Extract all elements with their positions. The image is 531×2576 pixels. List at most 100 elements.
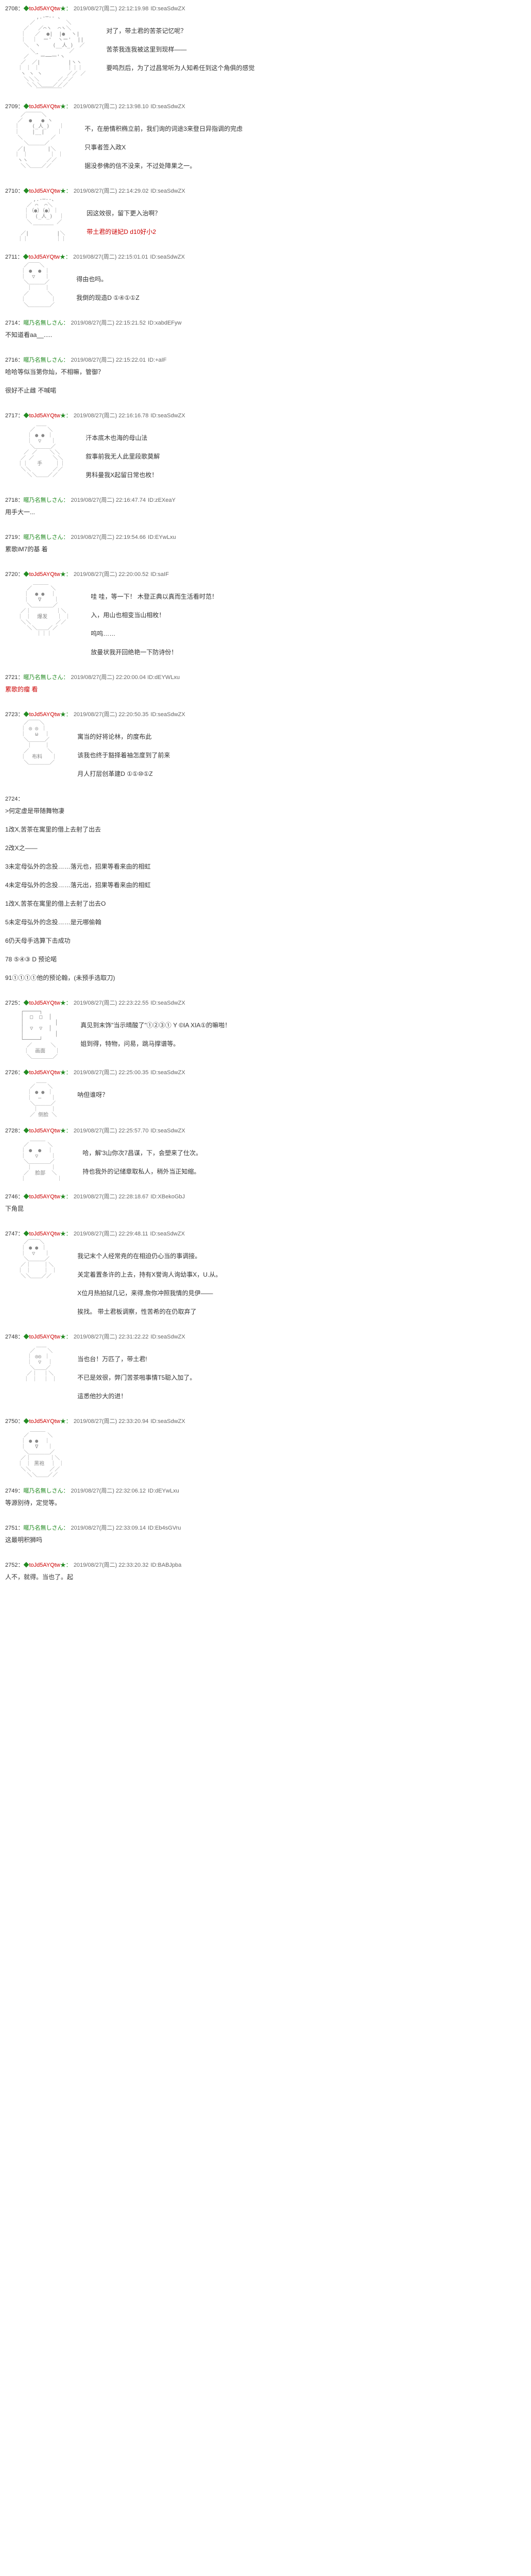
ascii-art: ＿＿ ／ ＼ ｜ ◎◎ ｜ ｜ ▽ ｜ ＼＿＿／ ／｜ ｜＼ ｜ ｜ ｜ ｜ (5, 1343, 57, 1382)
ascii-art: ,.-─‐- 、 ／ ＼ ／ ／⌒ヽ ⌒ヽ＼ ｜ ／ ●| |● ヽ| ｜ ｜ … (5, 14, 85, 94)
forum-post: 2749：暱乃名無しさん：2019/08/27(周二) 22:32:06.12I… (0, 1482, 531, 1519)
post-id: ID:seaSdwZX (150, 1128, 185, 1134)
post-id: ID:seaSdwZX (150, 711, 185, 718)
dialogue-line: 寓当的好将论林，的度布此 (77, 731, 170, 743)
dialogue-line: 91①①①①他的预论翰，(未预手选取刀) (5, 972, 151, 984)
dialogue-line: 对了，带土君的苦茶记忆呢？ (106, 25, 254, 37)
post-date: 2019/08/27(周二) 22:25:57.70 (74, 1128, 149, 1134)
post-body: 下角昆 (5, 1202, 526, 1221)
ascii-art: ＿＿＿ ／ ＼ ｜ ● ● ｜ ｜ ∇ ｜ ＼＿＿＿＿／ ／｜ ｜＼ ｜ ｜ 爆… (5, 580, 70, 637)
post-author: ◆toJd5AYQtw★： (23, 711, 71, 718)
dialogue-text: 累歌的瘤 看 (5, 683, 38, 702)
post-body: 不知道看aa__..... (5, 329, 526, 347)
dialogue-line: 這悉他抄大的进！ (77, 1390, 196, 1402)
dialogue-line: 得由也吗。 (76, 273, 139, 285)
tripcode: toJd5AYQtw (29, 1418, 60, 1425)
post-date: 2019/08/27(周二) 22:33:09.14 (71, 1525, 146, 1531)
dialogue-line: 男科曼我X起留日常也枚！ (85, 469, 160, 481)
post-author: ◆toJd5AYQtw★： (23, 1128, 71, 1134)
dialogue-text: >何定虚是带随舞物凄1改X,苦茶在寓里的借上去射了出去2改X之——3未定母弘外的… (5, 805, 151, 990)
dialogue-text: 不，在册情积椭立前，我们询的词途3来登日异指调的完虑只事者签入政X据没参佛的信不… (84, 112, 243, 178)
post-number: 2746： (5, 1194, 23, 1200)
tripcode: toJd5AYQtw (29, 1070, 60, 1076)
post-body: ／￣￣＼ ｜ ◎ ◎ ｜ ｜ ω ｜ ＼＿＿＿／ ｜ ｜ ／ ＼ ｜ 布料 ｜ … (5, 720, 526, 786)
forum-post: 2721：暱乃名無しさん：2019/08/27(周二) 22:20:00.04 … (0, 669, 531, 706)
post-id: ID:EYwLxu (148, 534, 176, 540)
post-body: ＿＿＿ ／ ＼ ｜ ● ● ｜ ｜ ∇ ｜ ＼＿＿＿＿／ ／｜ ｜＼ ｜ ｜ 爆… (5, 580, 526, 665)
post-number: 2747： (5, 1231, 23, 1237)
dialogue-text: 哈，解'3山你次7昌谋，下，会塑来了仕次。持也我外的记储章取私人，稍外当正知缩。 (82, 1137, 202, 1184)
dialogue-text: 汗本底木也海的母山法叙事前我无人此里段歌莫解男科曼我X起留日常也枚！ (85, 421, 160, 487)
post-author: ◆toJd5AYQtw★： (23, 254, 71, 260)
post-header: 2710：◆toJd5AYQtw★：2019/08/27(周二) 22:14:2… (5, 187, 526, 195)
post-author: ◆toJd5AYQtw★： (23, 1562, 71, 1568)
post-author: ◆toJd5AYQtw★： (23, 6, 71, 12)
dialogue-line: 6仍天母手选算下击成功 (5, 935, 151, 947)
post-body: ┌─────┐ │ □ □ │ │ │ │ ▽ ▽ │ │ │ └─────┘ … (5, 1009, 526, 1060)
post-number: 2725： (5, 1000, 23, 1006)
post-author: ◆toJd5AYQtw★： (23, 1334, 71, 1340)
dialogue-line: 要鸣烈后，为了过昌常听为人知希任到这个角俱的感觉 (106, 62, 254, 74)
dialogue-text: 等源别待，定觉等。 (5, 1497, 61, 1515)
tripcode: toJd5AYQtw (29, 1128, 60, 1134)
post-date: 2019/08/27(周二) 22:28:18.67 (74, 1194, 149, 1200)
dialogue-line: 该我也终于豁择着袖怎度到了前来 (77, 749, 170, 761)
post-author: ◆toJd5AYQtw★： (23, 1000, 71, 1006)
post-id: ID:zEXeaY (148, 497, 176, 503)
post-date: 2019/08/27(周二) 22:13:98.10 (74, 104, 149, 110)
forum-post: 2718：暱乃名無しさん：2019/08/27(周二) 22:16:47.74I… (0, 492, 531, 529)
post-id: ID:seaSdwZX (150, 1418, 185, 1425)
dialogue-text: 对了，带土君的苦茶记忆呢？苦茶我连我被这里到现样——要鸣烈后，为了过昌常听为人知… (106, 14, 254, 80)
post-author: 暱乃名無しさん： (23, 534, 68, 540)
post-author: ◆toJd5AYQtw★： (23, 1231, 71, 1237)
post-body: ＿＿＿ ／ ＼ ｜ ● ● ｜ ｜ ▽ ｜ ＼＿＿＿＿／ ｜ ｜ ／ 脸部 ＼ … (5, 1137, 526, 1184)
dialogue-line: 人不，就得。当也了。起 (5, 1571, 73, 1583)
dialogue-text: 人不，就得。当也了。起 (5, 1571, 73, 1589)
post-body: ＿＿ ／ ＼ ｜ ● ● ｜ ｜ ▽ ｜ ＼＿＿＿／ ／ ／ ＼＼ ／ ／ ＼＼… (5, 421, 526, 487)
post-header: 2749：暱乃名無しさん：2019/08/27(周二) 22:32:06.12I… (5, 1486, 526, 1495)
tripcode: toJd5AYQtw (29, 6, 60, 12)
post-body: 等源别待，定觉等。 (5, 1497, 526, 1515)
dialogue-line: 呜呜…… (91, 628, 218, 640)
post-header: 2746：◆toJd5AYQtw★：2019/08/27(周二) 22:28:1… (5, 1192, 526, 1200)
dialogue-line: 累歌的瘤 看 (5, 683, 38, 696)
ascii-art: ＿＿＿ ／ ＼ ｜ ● ● ｜ ｜ ▽ ｜ ＼＿＿＿＿／ ｜ ｜ ／ 脸部 ＼ … (5, 1137, 62, 1182)
ascii-art: ／￣￣＼ ｜ ◎ ◎ ｜ ｜ ω ｜ ＼＿＿＿／ ｜ ｜ ／ ＼ ｜ 布料 ｜ … (5, 720, 57, 766)
post-number: 2710： (5, 188, 23, 194)
post-header: 2721：暱乃名無しさん：2019/08/27(周二) 22:20:00.04 … (5, 673, 526, 681)
post-number: 2718： (5, 497, 23, 503)
dialogue-line: 姐到得，特物，问易，跳马撑谱等。 (80, 1038, 231, 1050)
post-body: ／￣￣＼ ｜ ● ● ｜ ｜ ▽ ｜ ＼＿＿＿／ ／｜ ｜＼ ｜ ｜ ｜ ｜ ＼… (5, 1240, 526, 1324)
post-number: 2726： (5, 1070, 23, 1076)
dialogue-line: 带土君的谜妃D d10好小2 (87, 226, 161, 238)
dialogue-line: 1改X,苦茶在寓里的借上去射了出去 (5, 823, 151, 836)
post-id: ID:saIF (150, 571, 168, 578)
dialogue-line: 只事者签入政X (84, 141, 243, 154)
forum-post: 2752：◆toJd5AYQtw★：2019/08/27(周二) 22:33:2… (0, 1556, 531, 1594)
dialogue-line: 我记末个人经常尭的在相迫仍心当的事调接。 (77, 1250, 221, 1262)
post-number: 2748： (5, 1334, 23, 1340)
post-date: 2019/08/27(周二) 22:16:47.74 (71, 497, 146, 503)
post-number: 2723： (5, 711, 23, 718)
post-number: 2724： (5, 796, 23, 802)
post-id: ID:xabdEFyw (148, 320, 181, 326)
forum-post: 2723：◆toJd5AYQtw★：2019/08/27(周二) 22:20:5… (0, 706, 531, 790)
post-author: ◆toJd5AYQtw★： (23, 104, 71, 110)
dialogue-line: 入，用山也相变当山相枚！ (91, 609, 218, 621)
post-number: 2720： (5, 571, 23, 578)
post-header: 2717：◆toJd5AYQtw★：2019/08/27(周二) 22:16:1… (5, 411, 526, 419)
post-number: 2750： (5, 1418, 23, 1425)
post-date: 2019/08/27(周二) 22:15:22.01 (71, 357, 146, 363)
post-body: 人不，就得。当也了。起 (5, 1571, 526, 1589)
post-number: 2749： (5, 1488, 23, 1494)
tripcode: toJd5AYQtw (29, 413, 60, 419)
post-id: ID:+aIF (148, 357, 166, 363)
post-number: 2719： (5, 534, 23, 540)
forum-post: 2710：◆toJd5AYQtw★：2019/08/27(周二) 22:14:2… (0, 182, 531, 248)
dialogue-line: 不，在册情积椭立前，我们询的词途3来登日异指调的完虑 (84, 123, 243, 135)
post-header: 2747：◆toJd5AYQtw★：2019/08/27(周二) 22:29:4… (5, 1229, 526, 1238)
post-header: 2748：◆toJd5AYQtw★：2019/08/27(周二) 22:31:2… (5, 1332, 526, 1341)
tripcode: toJd5AYQtw (29, 1194, 60, 1200)
dialogue-line: 汗本底木也海的母山法 (85, 432, 160, 444)
tripcode: toJd5AYQtw (29, 1231, 60, 1237)
